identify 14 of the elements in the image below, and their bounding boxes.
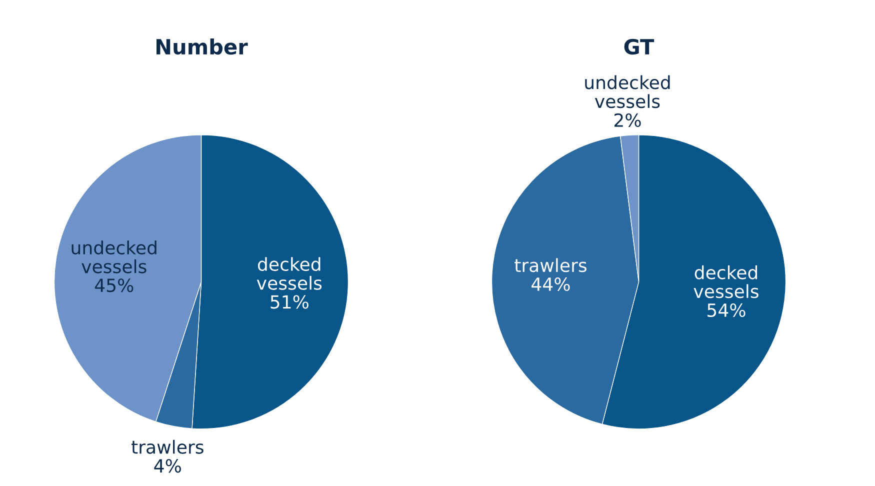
slice-label: decked vessels [694,265,758,298]
slice-label: trawlers [514,258,586,272]
data-label: 44% [532,277,570,292]
slice-label: trawlers [131,440,204,454]
data-label: 4% [154,459,181,473]
data-label: 2% [614,113,641,127]
chart-title: GT [624,38,654,55]
slice-label: undecked vessels [72,240,156,274]
slice-label: decked vessels [256,257,322,290]
data-label: 45% [94,278,134,292]
data-label: 51% [270,295,308,309]
slice-label: undecked vessels [585,75,670,108]
data-label: 54% [708,303,746,318]
chart-title: Number [156,38,248,55]
